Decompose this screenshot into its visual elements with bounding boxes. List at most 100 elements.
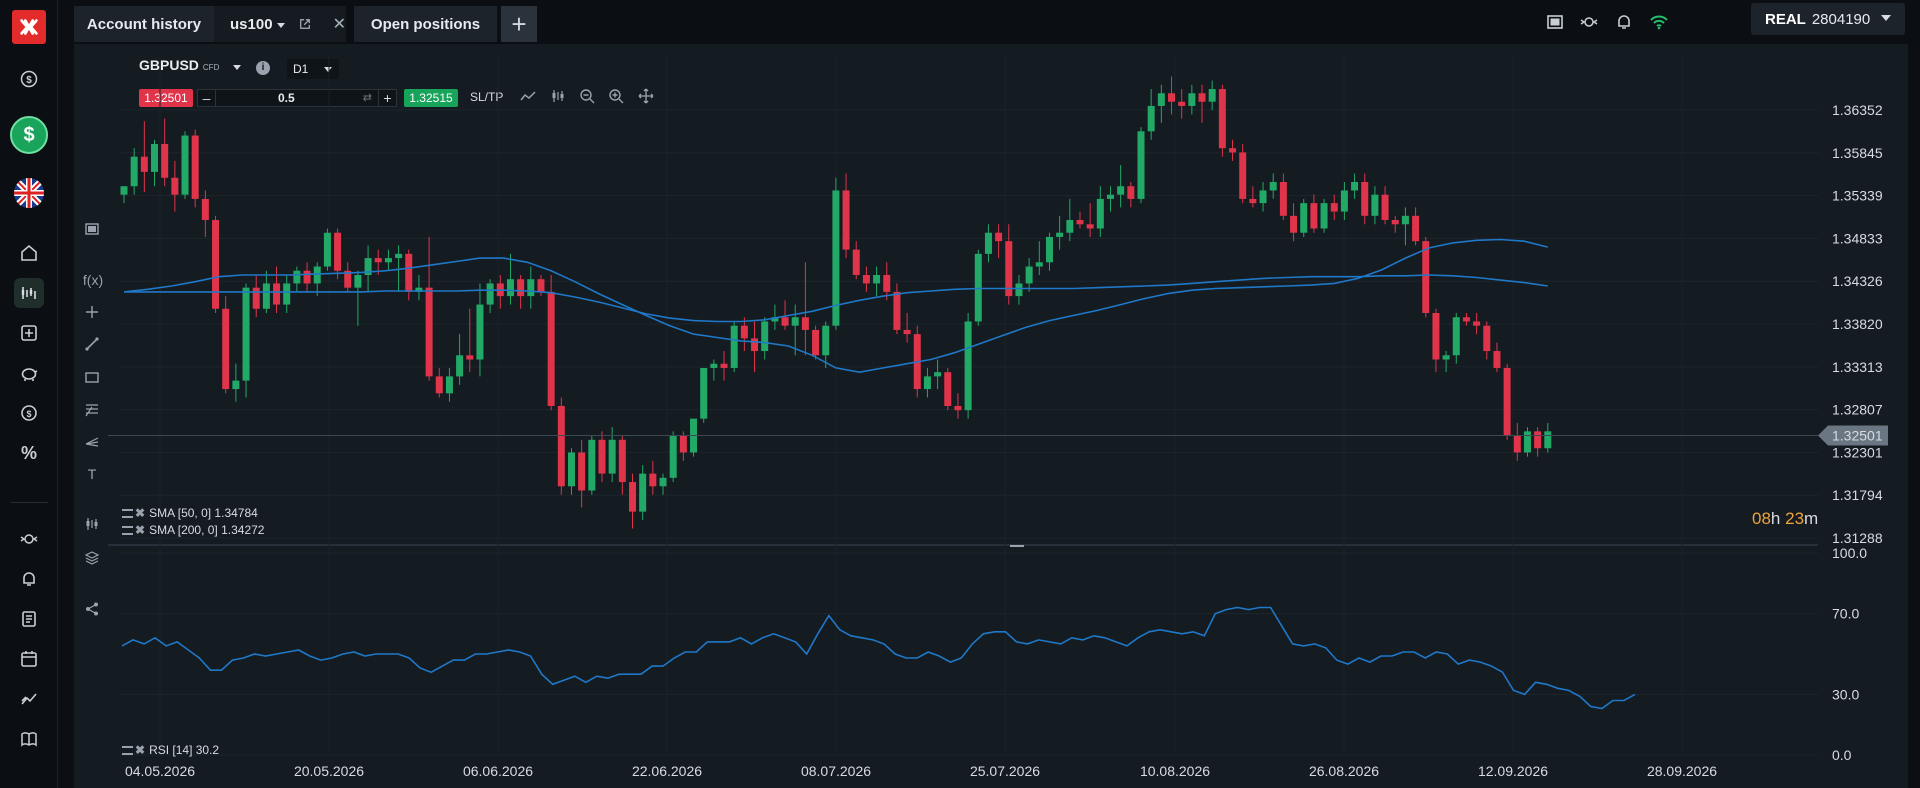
- timer-h: h: [1770, 509, 1781, 528]
- candle-body: [1452, 317, 1460, 356]
- remove-icon[interactable]: ✖: [135, 506, 146, 520]
- candle-body: [252, 287, 260, 309]
- candle-body: [120, 186, 128, 195]
- sltp-button[interactable]: SL/TP: [470, 90, 504, 104]
- pitchfork-tool-icon[interactable]: [82, 432, 102, 452]
- function-tool-icon[interactable]: f(x): [82, 272, 104, 288]
- bell-icon[interactable]: [1612, 10, 1636, 34]
- candle-body: [293, 270, 301, 284]
- candle-body: [1168, 93, 1176, 102]
- coin-icon[interactable]: $: [14, 398, 44, 428]
- account-selector[interactable]: REAL 2804190: [1751, 3, 1905, 35]
- candle-body: [801, 317, 809, 330]
- candle-body: [395, 253, 403, 259]
- settings-icon[interactable]: [122, 746, 133, 756]
- bell-icon[interactable]: [14, 564, 44, 594]
- volume-stepper: – 0.5 ⇄ +: [197, 89, 397, 107]
- candle-body: [415, 287, 423, 292]
- tab-open-positions[interactable]: Open positions: [354, 6, 497, 42]
- line-chart-icon[interactable]: [520, 88, 538, 106]
- news-icon[interactable]: [14, 318, 44, 348]
- buy-button[interactable]: 1.32515: [404, 89, 458, 107]
- screenshot-tool-icon[interactable]: [82, 219, 102, 239]
- candle-body: [201, 198, 209, 221]
- line-tool-icon[interactable]: [82, 334, 102, 354]
- candle-body: [130, 156, 138, 187]
- settings-icon[interactable]: [122, 509, 133, 519]
- instrument-selector[interactable]: GBPUSD CFD: [139, 57, 242, 73]
- xtb-logo[interactable]: [12, 10, 46, 44]
- settings-icon[interactable]: [122, 526, 133, 536]
- crosshair-tool-icon[interactable]: [82, 302, 102, 322]
- candles-icon[interactable]: [550, 88, 568, 106]
- info-icon[interactable]: i: [256, 61, 270, 75]
- rsi-label: RSI [14] 30.2: [149, 743, 220, 757]
- chevron-down-icon[interactable]: [276, 22, 285, 28]
- chart-type-icon[interactable]: [82, 514, 102, 534]
- share-icon[interactable]: [82, 599, 102, 619]
- calendar-icon[interactable]: [14, 644, 44, 674]
- uk-flag-icon[interactable]: [14, 178, 44, 208]
- candle-body: [1056, 232, 1064, 237]
- volume-input[interactable]: 0.5: [278, 91, 295, 105]
- candle-body: [1462, 317, 1470, 322]
- dollar-icon[interactable]: $: [14, 64, 44, 94]
- remove-icon[interactable]: ✖: [135, 743, 146, 757]
- candle-body: [557, 405, 565, 487]
- x-tick-label: 10.08.2026: [1140, 763, 1210, 779]
- exchange-icon[interactable]: [1577, 10, 1601, 34]
- candle-body: [588, 439, 596, 491]
- candle-body: [954, 405, 962, 411]
- pan-icon[interactable]: [638, 88, 656, 106]
- candle-body: [303, 270, 311, 284]
- exchange-icon[interactable]: [14, 524, 44, 554]
- candle-body: [974, 253, 982, 322]
- candle-body: [161, 143, 169, 178]
- candle-body: [710, 363, 718, 368]
- sell-button[interactable]: 1.32501: [139, 89, 193, 107]
- candle-body: [761, 321, 769, 352]
- zoom-in-icon[interactable]: [608, 88, 626, 106]
- home-icon[interactable]: [14, 238, 44, 268]
- x-tick-label: 26.08.2026: [1309, 763, 1379, 779]
- candle-body: [1127, 186, 1135, 199]
- volume-decrease-button[interactable]: –: [198, 90, 216, 106]
- add-tab-button[interactable]: +: [501, 6, 537, 42]
- candle-body: [1025, 266, 1033, 284]
- chart-icon[interactable]: [14, 278, 44, 308]
- percent-icon[interactable]: %: [20, 442, 37, 463]
- fibonacci-tool-icon[interactable]: [82, 400, 102, 420]
- candle-body: [405, 253, 413, 292]
- swap-icon[interactable]: ⇄: [362, 92, 372, 104]
- book-icon[interactable]: [14, 724, 44, 754]
- rectangle-tool-icon[interactable]: [82, 367, 102, 387]
- piggy-bank-icon[interactable]: [14, 358, 44, 388]
- volume-increase-button[interactable]: +: [378, 90, 396, 106]
- trend-icon[interactable]: [14, 684, 44, 714]
- remove-icon[interactable]: ✖: [135, 523, 146, 537]
- layers-icon[interactable]: [82, 548, 102, 568]
- document-icon[interactable]: [14, 604, 44, 634]
- timeframe-select[interactable]: D1: [287, 59, 339, 79]
- sma200-line: [124, 274, 1548, 323]
- popout-icon[interactable]: [299, 17, 311, 31]
- deposit-icon[interactable]: $: [10, 116, 48, 154]
- x-tick-label: 08.07.2026: [801, 763, 871, 779]
- text-tool-icon[interactable]: T: [87, 466, 97, 482]
- candle-body: [1015, 283, 1023, 297]
- candle-body: [181, 135, 189, 195]
- candle-body: [649, 473, 657, 487]
- candle-body: [1442, 355, 1450, 360]
- close-icon[interactable]: ✕: [332, 16, 346, 33]
- screen-icon[interactable]: [1543, 10, 1567, 34]
- candle-body: [1045, 236, 1053, 263]
- tab-us100[interactable]: us100 ✕: [214, 6, 346, 42]
- zoom-out-icon[interactable]: [579, 88, 597, 106]
- candle-body: [781, 317, 789, 326]
- tab-account-history[interactable]: Account history: [74, 6, 214, 42]
- candle-body: [944, 372, 952, 406]
- svg-text:$: $: [26, 75, 32, 86]
- chart-panel: [74, 44, 1908, 788]
- candle-body: [903, 329, 911, 335]
